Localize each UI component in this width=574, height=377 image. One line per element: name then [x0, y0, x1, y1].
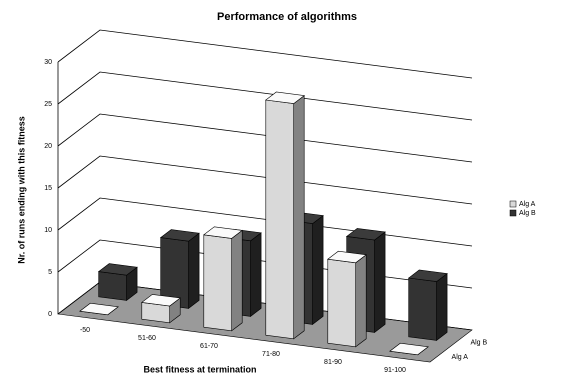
bar-top	[389, 342, 429, 356]
bar-front	[203, 234, 232, 332]
bar-side	[188, 232, 200, 310]
bar-top	[345, 228, 386, 241]
y-tick-label: 30	[44, 59, 52, 66]
bar	[141, 294, 181, 324]
bar-top	[159, 229, 200, 242]
legend-label: Alg B	[519, 210, 536, 217]
bar	[203, 226, 243, 332]
y-tick-label: 15	[44, 185, 52, 192]
bar	[389, 342, 429, 356]
bar-top	[97, 263, 138, 276]
grid-line	[57, 155, 473, 205]
chart-title: Performance of algorithms	[217, 11, 357, 23]
depth-label: Alg B	[470, 340, 487, 347]
bar	[265, 91, 305, 340]
x-tick-label: 51-60	[138, 335, 156, 342]
y-tick-label: 25	[44, 101, 52, 108]
bar-top	[203, 226, 243, 239]
bar	[79, 302, 119, 316]
grid-line	[57, 197, 473, 247]
bar-side	[355, 254, 367, 348]
y-tick-label: 5	[48, 269, 52, 276]
y-tick-label: 10	[44, 227, 52, 234]
y-tick-label: 0	[48, 311, 52, 318]
grid-line	[57, 113, 473, 163]
bar-side	[250, 232, 262, 318]
depth-label: Alg A	[452, 354, 469, 361]
bar-side	[436, 272, 448, 342]
legend-swatch	[509, 209, 517, 217]
bar-side	[374, 231, 386, 334]
bar-top	[327, 250, 367, 264]
bar-top	[79, 302, 119, 316]
bar-top	[407, 269, 448, 282]
bar	[407, 269, 448, 342]
x-tick-label: 71-80	[262, 351, 280, 358]
grid-line	[57, 29, 473, 79]
x-tick-label: 81-90	[324, 359, 342, 366]
bar	[159, 229, 200, 310]
legend-label: Alg A	[519, 201, 536, 208]
bar-front	[408, 277, 437, 341]
x-axis-title: Best fitness at termination	[143, 364, 256, 374]
x-tick-label: 91-100	[384, 367, 406, 374]
bar-front	[265, 99, 295, 340]
bar	[327, 250, 367, 348]
bar-top	[265, 91, 305, 104]
y-tick-label: 20	[44, 143, 52, 150]
bar-front	[98, 271, 127, 301]
bar	[97, 263, 138, 302]
bar-top	[141, 294, 181, 307]
bar-side	[293, 94, 305, 340]
bar-front	[327, 258, 357, 348]
grid-line	[57, 71, 473, 121]
bar-side	[231, 229, 243, 332]
x-tick-label: -50	[80, 327, 90, 334]
y-axis-title: Nr. of runs ending with this fitness	[16, 116, 26, 264]
legend-swatch	[509, 200, 517, 208]
x-tick-label: 61-70	[200, 343, 218, 350]
bar-side	[312, 214, 324, 326]
